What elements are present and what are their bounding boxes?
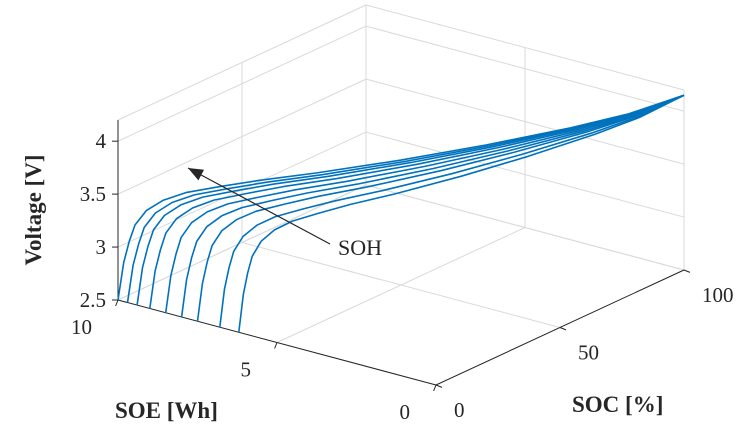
soh-arrow-shaft bbox=[187, 167, 331, 245]
z-tick-label: 3 bbox=[96, 235, 107, 259]
x-tick-label: 50 bbox=[578, 341, 599, 365]
x-tick bbox=[435, 384, 443, 388]
curve-series-8 bbox=[219, 94, 685, 328]
curves bbox=[117, 94, 685, 333]
x-tick-label: 0 bbox=[454, 398, 465, 422]
curve-series-5 bbox=[164, 94, 685, 313]
side-wall-grid-line bbox=[365, 78, 685, 165]
back-wall-grid-line bbox=[117, 25, 367, 142]
soh-arrow-head bbox=[188, 168, 205, 181]
floor-grid-line bbox=[276, 227, 526, 343]
back-wall-grid-line bbox=[117, 78, 367, 195]
x-axis-label: SOC [%] bbox=[572, 392, 663, 417]
y-tick bbox=[433, 384, 437, 392]
curve-series-1 bbox=[117, 94, 685, 301]
x-tick bbox=[683, 269, 691, 273]
z-tick-label: 3.5 bbox=[80, 182, 106, 206]
grid-lines bbox=[117, 4, 685, 386]
y-tick bbox=[115, 299, 119, 307]
curve-series-7 bbox=[196, 94, 685, 322]
y-tick-label: 10 bbox=[71, 315, 92, 339]
side-wall-grid-line bbox=[365, 184, 685, 271]
axes bbox=[112, 120, 691, 392]
soh-annotation: SOH bbox=[338, 235, 382, 260]
z-axis-label: Voltage [V] bbox=[21, 155, 46, 266]
z-tick-label: 4 bbox=[96, 129, 107, 153]
labels: Voltage [V] SOE [Wh] SOC [%] SOH 0 50 100 0… bbox=[21, 129, 734, 424]
soh-arrow bbox=[187, 167, 331, 245]
y-tick-label: 0 bbox=[400, 400, 411, 424]
side-wall-grid-line bbox=[365, 131, 685, 218]
curve-series-6 bbox=[180, 94, 685, 318]
y-tick bbox=[274, 342, 278, 349]
x-tick bbox=[559, 327, 567, 331]
curve-series-4 bbox=[149, 94, 685, 309]
box-edge bbox=[365, 4, 685, 91]
y-axis-label: SOE [Wh] bbox=[115, 398, 218, 423]
curve-series-9 bbox=[238, 94, 685, 333]
x-tick-label: 100 bbox=[702, 283, 734, 307]
y-tick-label: 5 bbox=[241, 358, 252, 382]
side-wall-grid-line bbox=[365, 25, 685, 112]
curve-series-3 bbox=[136, 94, 685, 306]
box-edge bbox=[117, 4, 367, 121]
z-tick-label: 2.5 bbox=[80, 288, 106, 312]
